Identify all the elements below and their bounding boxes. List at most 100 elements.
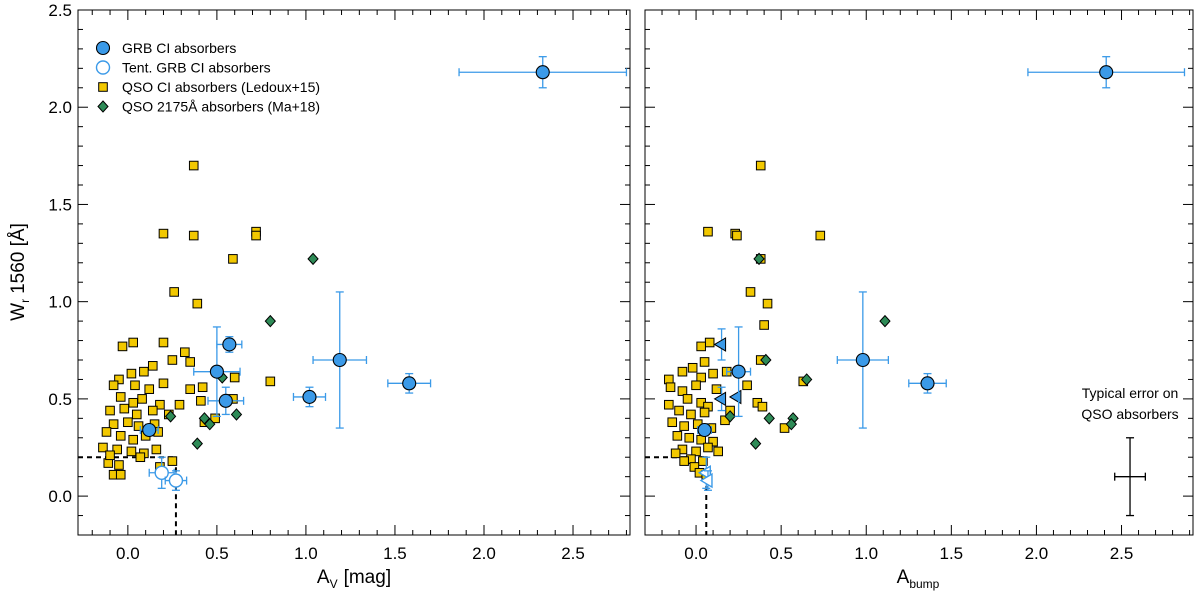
qso-ci-point [185,357,195,367]
left-x-axis-unit: [mag] [344,567,392,588]
y-tick-label: 2.5 [48,1,72,20]
qso-ci-point [126,368,137,379]
qso-2175-point [753,252,765,266]
tentative-upper-limit-point [699,472,713,489]
legend-label: Tent. GRB CI absorbers [122,60,271,76]
qso-ci-point [686,409,696,420]
qso-ci-point [742,380,752,391]
qso-ci-point [815,230,826,241]
qso-ci-point [108,419,119,429]
typical-error-annotation: Typical error on QSO absorbers [1081,385,1179,517]
grb-ci-point [535,65,550,80]
qso-ci-point [128,397,138,408]
qso-ci-point [679,456,689,466]
left-x-axis-letter: A [317,567,330,588]
qso-ci-point [185,384,195,394]
qso-ci-point [251,230,261,241]
qso-ci-point [679,421,689,431]
tentative-grb-point [168,473,184,488]
qso-ci-point [115,392,126,402]
y-axis-sub: r [18,299,32,303]
qso-2175-point [785,417,798,431]
qso-ci-point [147,405,158,416]
qso-ci-point [691,380,701,391]
qso-ci-point [703,226,713,237]
right-detection-limit [645,456,708,535]
qso-2175-point [191,437,203,450]
qso-ci-point [672,431,683,441]
qso-ci-point [691,446,701,457]
grb-ci-point [697,422,712,438]
qso-ci-point [144,384,155,394]
qso-ci-point [713,446,723,457]
qso-ci-point [169,287,179,297]
right-data-marks [664,56,1186,491]
qso-ci-point [708,436,718,447]
qso-ci-point [188,160,199,171]
left-ticks: 0.0 0.5 1.0 1.5 2.0 2.5 0.0 0.5 1.0 1.5 2.0 2.5 [48,1,630,563]
right-ticks: 0.0 0.5 1.0 1.5 2.0 2.5 [645,9,1193,563]
grb-ci-point [332,352,347,368]
legend: GRB CI absorbers Tent. GRB CI absorbers QS… [95,40,320,115]
qso-ci-point [711,384,722,394]
qso-ci-point [229,372,240,383]
qso-2175-point [763,412,775,425]
qso-ci-point [128,337,138,348]
qso-ci-point [117,341,128,352]
legend-qso-2175-point [97,100,109,113]
y-tick-label: 2.0 [48,98,72,117]
qso-ci-point [167,355,178,365]
qso-ci-point [677,366,688,377]
qso-ci-point [158,337,169,348]
x-tick-label: 0.0 [116,544,140,563]
y-tick-label: 0.0 [48,487,72,506]
qso-ci-point [665,382,676,393]
qso-ci-point [119,403,130,414]
grb-upper-limit-point [713,337,727,352]
grb-ci-point [731,364,746,379]
grb-ci-point [142,422,157,438]
qso-ci-point [167,456,178,466]
right-plot-frame [644,9,1194,536]
qso-ci-point [158,378,169,389]
qso-ci-point [762,298,773,309]
legend-label: QSO CI absorbers (Ledoux+15) [122,79,320,95]
left-plot-frame [77,9,631,536]
x-tick-label: 1.0 [294,544,318,563]
qso-2175-point [204,417,216,431]
left-data-marks [98,56,628,491]
qso-ci-point [130,380,140,391]
x-tick-label: 0.0 [684,544,708,563]
left-x-axis-sub: V [330,577,338,591]
qso-ci-point [677,386,688,396]
qso-ci-point [115,469,126,480]
qso-2175-point [724,410,736,423]
right-panel: 0.0 0.5 1.0 1.5 2.0 2.5 Typical error on QSO a… [644,9,1194,591]
x-tick-label: 2.5 [1110,544,1134,563]
qso-ci-point [708,368,718,379]
y-tick-label: 1.5 [48,195,72,214]
y-axis-title: Wr 1560 [Å] [8,223,32,321]
qso-ci-point [98,442,108,453]
qso-ci-point [732,230,742,241]
legend-label: QSO 2175Å absorbers (Ma+18) [122,99,320,115]
qso-ci-point [196,396,206,406]
qso-ci-point [699,357,710,367]
qso-ci-point [123,417,133,428]
qso-ci-point [779,423,790,433]
qso-ci-point [687,362,698,373]
qso-2175-point [749,437,762,450]
x-tick-label: 1.5 [940,544,964,563]
qso-ci-point [689,462,700,472]
qso-ci-point [745,287,756,297]
x-tick-label: 1.0 [854,544,878,563]
y-tick-label: 1.0 [48,293,72,312]
qso-ci-point [670,448,681,459]
grb-ci-point [302,389,317,404]
qso-ci-point [139,366,149,377]
qso-ci-point [704,337,715,348]
qso-ci-point [210,413,220,424]
qso-ci-point [128,434,138,445]
qso-ci-point [114,460,124,470]
qso-ci-point [699,407,710,418]
